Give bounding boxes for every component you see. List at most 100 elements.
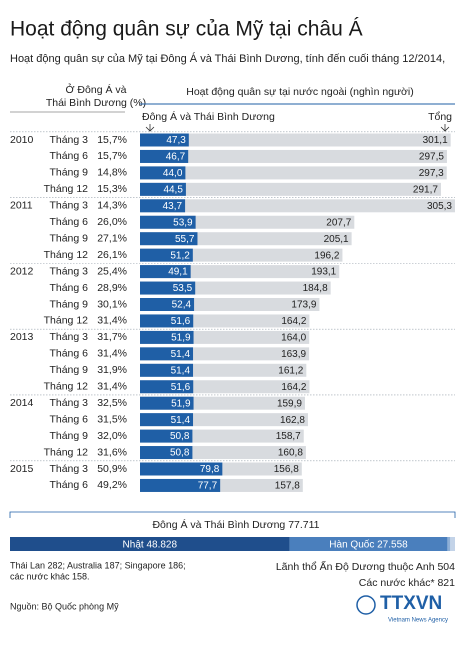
value-label: 43,7 [163,201,183,212]
east-asia-bar [140,215,196,229]
value-label: 301,1 [423,135,448,146]
share-label: 25,4% [97,265,127,277]
year-label: 2011 [10,200,33,212]
value-label: 305,3 [427,201,452,212]
value-label: 297,5 [419,152,444,163]
share-label: 31,5% [97,413,127,425]
east-asia-bar [140,182,186,196]
category-label: Tháng 6 [49,413,88,425]
value-label: 157,8 [275,481,300,492]
value-label: 164,2 [281,382,306,393]
share-label: 15,3% [97,183,127,195]
segment-label: Lãnh thổ Ấn Độ Dương thuộc Anh 504 [276,560,455,573]
year-label: 2013 [10,331,34,343]
value-label: 163,9 [281,349,306,360]
east-asia-bar [140,446,193,460]
value-label: 297,3 [419,168,444,179]
arrow [145,124,155,132]
share-label: 31,4% [97,348,127,360]
share-label: 26,1% [97,249,127,261]
share-label: 49,2% [97,479,127,491]
segment-name: Hàn Quốc [329,538,374,550]
value-label: 160,8 [278,448,303,459]
value-label: 46,7 [166,152,186,163]
share-header: Thái Bình Dương (%) [46,97,146,109]
category-label: Tháng 6 [49,479,88,491]
value-label: 51,6 [171,316,191,327]
share-label: 26,0% [97,216,127,228]
category-label: Tháng 9 [49,167,88,179]
value-label: 51,4 [171,415,191,426]
share-label: 31,6% [97,446,127,458]
arrow [440,124,450,132]
segment-name: Lãnh thổ Ấn Độ Dương thuộc Anh [276,560,435,573]
share-label: 30,1% [97,298,127,310]
logo-text: TTXVN [380,593,442,614]
value-label: 196,2 [314,250,339,261]
note: Thái Lan 282; Australia 187; Singapore 1… [10,560,186,570]
share-label: 28,9% [97,282,127,294]
category-label: Tháng 12 [44,446,89,458]
east-asia-bar [140,281,196,295]
value-label: 51,4 [171,349,191,360]
total-bar [140,199,455,213]
total-bar [140,182,441,196]
east-asia-bar [140,314,194,328]
category-label: Tháng 3 [49,397,88,409]
category-label: Tháng 6 [49,150,88,162]
category-label: Tháng 12 [44,249,89,261]
logo: TTXVN Vietnam News Agency [356,593,448,624]
value-label: 52,4 [172,300,192,311]
value-label: 207,7 [326,217,351,228]
value-label: 44,0 [163,168,183,179]
share-label: 50,9% [97,463,127,475]
segment-value: 48.828 [146,539,177,550]
value-label: 184,8 [303,283,328,294]
category-label: Tháng 12 [44,183,89,195]
breakdown-name: Đông Á và Thái Bình Dương [152,518,285,531]
east-asia-bar [140,199,186,213]
year-label: 2014 [10,397,34,409]
east-asia-bar [140,133,189,147]
east-asia-bar [140,380,194,394]
value-label: 193,1 [311,267,336,278]
share-label: 31,4% [97,381,127,393]
segment [289,537,448,551]
breakdown-title: Đông Á và Thái Bình Dương 77.711 [152,518,319,531]
east-asia-bar [140,396,194,410]
value-label: 51,2 [170,250,190,261]
value-label: 47,3 [166,135,186,146]
value-label: 173,9 [291,300,316,311]
category-label: Tháng 3 [49,331,88,343]
total-bar [140,149,447,163]
share-label: 14,3% [97,200,127,212]
category-label: Tháng 9 [49,364,88,376]
east-asia-bar [140,347,194,361]
value-label: 51,9 [171,398,191,409]
value-label: 158,7 [276,431,301,442]
segment [447,537,451,551]
share-label: 27,1% [97,232,127,244]
source: Nguồn: Bộ Quốc phòng Mỹ [10,601,119,611]
share-label: 32,0% [97,430,127,442]
east-asia-bar [140,330,194,344]
east-asia-bar [140,265,191,279]
value-label: 51,9 [171,333,191,344]
total-bar [140,166,447,180]
value-label: 79,8 [200,464,220,475]
east-asia-bar [140,462,223,476]
category-label: Tháng 3 [49,265,88,277]
value-label: 55,7 [175,234,195,245]
east-asia-bar [140,363,194,377]
east-asia-bar [140,149,189,163]
east-asia-bar [140,248,193,262]
segment-value: 504 [437,561,455,573]
east-asia-bar [140,298,195,311]
category-label: Tháng 9 [49,430,88,442]
value-label: 161,2 [278,365,303,376]
east-asia-bar [140,429,193,443]
value-label: 51,4 [171,365,191,376]
value-label: 50,8 [170,448,190,459]
share-label: 31,7% [97,331,127,343]
